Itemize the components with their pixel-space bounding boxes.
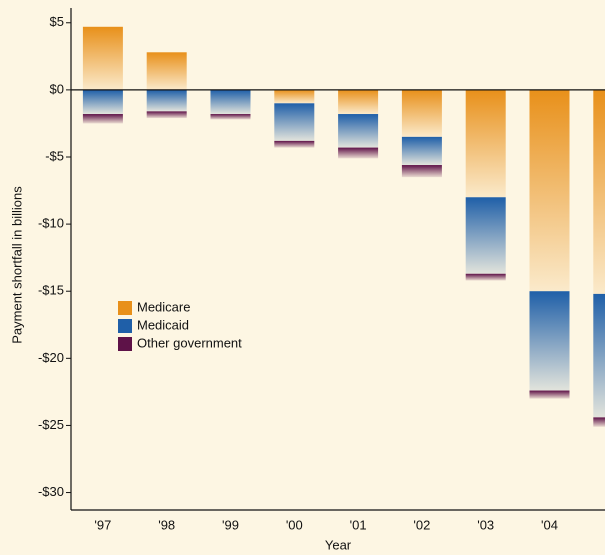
legend-swatch — [118, 319, 132, 333]
x-axis-label: Year — [325, 537, 352, 552]
bar-segment — [210, 89, 251, 115]
bar-segment — [529, 89, 570, 292]
x-tick-label: '99 — [222, 517, 239, 532]
legend-label: Medicare — [137, 299, 190, 314]
bar-segment — [465, 273, 506, 281]
y-tick-label: -$20 — [38, 350, 64, 365]
bar-segment — [465, 197, 506, 274]
bar-segment — [593, 417, 605, 427]
bar-segment — [82, 26, 123, 90]
x-tick-label: '00 — [286, 517, 303, 532]
x-tick-label: '04 — [541, 517, 558, 532]
bar-segment — [529, 291, 570, 391]
bar-segment — [338, 114, 379, 148]
bar-segment — [210, 114, 251, 120]
x-tick-label: '02 — [413, 517, 430, 532]
legend-label: Medicaid — [137, 317, 189, 332]
x-tick-label: '03 — [477, 517, 494, 532]
y-tick-label: -$15 — [38, 283, 64, 298]
bar-segment — [338, 147, 379, 159]
bar-segment — [274, 89, 315, 104]
y-tick-label: $5 — [50, 14, 64, 29]
bar-segment — [146, 52, 187, 90]
legend-swatch — [118, 337, 132, 351]
bar-segment — [146, 89, 187, 112]
y-tick-label: -$5 — [45, 148, 64, 163]
y-tick-label: -$25 — [38, 417, 64, 432]
bar-segment — [146, 111, 187, 119]
bar-segment — [401, 136, 442, 166]
y-axis-label: Payment shortfall in billions — [9, 186, 24, 344]
y-tick-label: -$30 — [38, 484, 64, 499]
bar-segment — [401, 165, 442, 178]
bar-segment — [465, 89, 506, 198]
bar-segment — [338, 89, 379, 115]
bar-segment — [593, 89, 605, 294]
bar-segment — [274, 140, 315, 148]
legend-label: Other government — [137, 335, 242, 350]
y-tick-label: $0 — [50, 81, 64, 96]
x-tick-label: '01 — [350, 517, 367, 532]
x-tick-label: '98 — [158, 517, 175, 532]
bar-segment — [82, 89, 123, 115]
bar-segment — [593, 293, 605, 418]
x-tick-label: '97 — [94, 517, 111, 532]
y-tick-label: -$10 — [38, 216, 64, 231]
bar-segment — [529, 390, 570, 399]
bar-segment — [82, 114, 123, 124]
bar-segment — [274, 103, 315, 141]
bar-segment — [401, 89, 442, 137]
legend-swatch — [118, 301, 132, 315]
